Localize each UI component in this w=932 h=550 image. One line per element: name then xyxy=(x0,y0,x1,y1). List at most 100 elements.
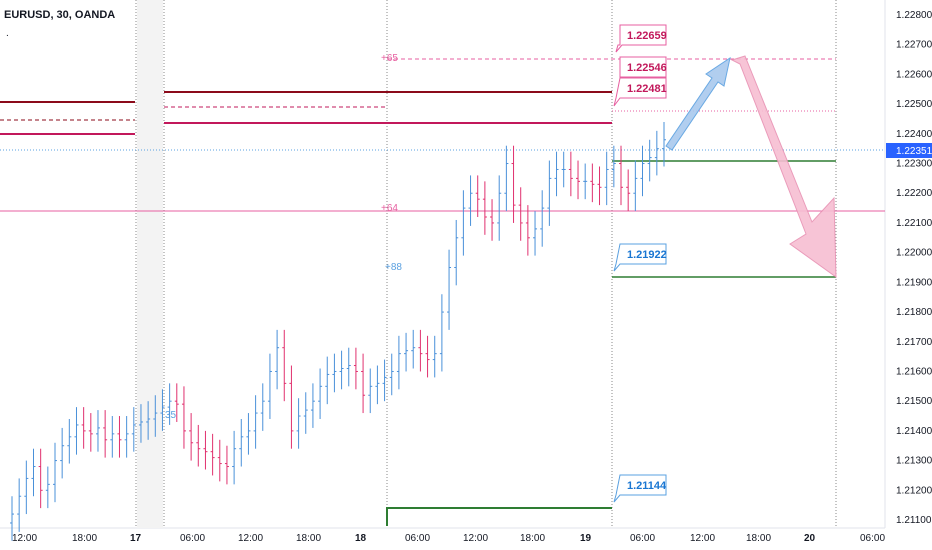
ohlc-bar xyxy=(454,219,459,286)
ohlc-bar xyxy=(425,335,430,378)
ohlc-bar xyxy=(153,395,158,437)
ohlc-bar xyxy=(282,329,287,402)
x-tick-label: 12:00 xyxy=(463,533,488,544)
x-tick-label: 06:00 xyxy=(405,533,430,544)
ohlc-bar xyxy=(196,424,201,467)
ohlc-bar xyxy=(210,433,215,476)
ohlc-bar xyxy=(346,347,351,387)
ohlc-bar xyxy=(633,160,638,212)
x-tick-label: 06:00 xyxy=(180,533,205,544)
x-tick-label: 18:00 xyxy=(72,533,97,544)
callout-1-22481: 1.22481 xyxy=(613,77,667,107)
ohlc-bar xyxy=(95,410,100,452)
y-tick-label: 1.22400 xyxy=(896,129,932,140)
ohlc-bar xyxy=(468,175,473,226)
ohlc-bar xyxy=(17,478,22,532)
ohlc-bar xyxy=(583,163,588,200)
pip-label-65: +65 xyxy=(381,53,398,64)
y-tick-label: 1.22100 xyxy=(896,218,932,229)
ohlc-bar xyxy=(52,442,57,503)
pip-label-64: +64 xyxy=(381,203,398,214)
svg-text:1.21144: 1.21144 xyxy=(627,480,667,492)
ohlc-bar xyxy=(131,407,136,452)
ohlc-bar xyxy=(353,347,358,390)
y-tick-label: 1.21700 xyxy=(896,337,932,348)
y-tick-label: 1.21600 xyxy=(896,366,932,377)
ohlc-bar xyxy=(232,430,237,485)
x-tick-label: 18:00 xyxy=(520,533,545,544)
ohlc-bar xyxy=(45,466,50,509)
ohlc-bar xyxy=(482,181,487,235)
ohlc-bar xyxy=(160,389,165,431)
ohlc-bar xyxy=(640,145,645,197)
projection-arrows[interactable] xyxy=(665,55,837,278)
pip-labels: +65 +64 +88 35 xyxy=(165,53,402,421)
ohlc-bar xyxy=(289,365,294,449)
ohlc-bar xyxy=(554,151,559,197)
price-callouts: 1.22659 1.22546 1.22481 1.21922 1.21144 xyxy=(613,24,667,503)
ohlc-bar xyxy=(561,151,566,188)
ohlc-bar xyxy=(203,430,208,470)
ohlc-bar xyxy=(217,439,222,482)
ohlc-bar xyxy=(611,145,616,188)
ohlc-bar xyxy=(10,496,14,541)
time-axis[interactable]: 12:00 18:00 17 06:00 12:00 18:00 18 06:00 12:00 1… xyxy=(12,533,885,544)
ohlc-bar xyxy=(38,448,43,509)
price-axis[interactable]: 1.22800 1.22700 1.22600 1.22500 1.22400 1.223… xyxy=(896,10,932,526)
ohlc-bar xyxy=(74,407,79,455)
svg-text:1.21922: 1.21922 xyxy=(627,249,667,261)
ohlc-bar xyxy=(475,175,480,217)
ohlc-bar xyxy=(60,427,65,479)
ohlc-bar xyxy=(511,145,516,223)
ohlc-bar xyxy=(31,448,36,497)
ohlc-bar xyxy=(396,335,401,390)
ohlc-bar xyxy=(654,130,659,176)
weekend-gap-shade xyxy=(137,0,163,528)
ohlc-bar xyxy=(246,413,251,455)
y-tick-label: 1.21300 xyxy=(896,456,932,467)
x-tick-label: 12:00 xyxy=(238,533,263,544)
indicator-dot: . xyxy=(6,28,9,39)
x-tick-label: 06:00 xyxy=(860,533,885,544)
ohlc-bar xyxy=(88,413,93,452)
ohlc-bar xyxy=(604,151,609,206)
y-tick-label: 1.21900 xyxy=(896,277,932,288)
ohlc-bar xyxy=(597,166,602,206)
levels xyxy=(0,58,885,526)
ohlc-bar xyxy=(626,169,631,212)
x-tick-label: 12:00 xyxy=(12,533,37,544)
callout-1-22659: 1.22659 xyxy=(615,24,667,53)
x-tick-label: 19 xyxy=(580,533,592,544)
down-arrow xyxy=(730,55,837,278)
ohlc-bar xyxy=(497,175,502,241)
ohlc-bar xyxy=(375,365,380,405)
x-tick-label: 18:00 xyxy=(296,533,321,544)
y-tick-label: 1.21100 xyxy=(896,515,932,526)
callout-1-21144: 1.21144 xyxy=(613,474,667,503)
ohlc-bar xyxy=(432,335,437,378)
ohlc-bar xyxy=(647,139,652,182)
pip-label-35: 35 xyxy=(165,410,177,421)
ohlc-bar xyxy=(504,145,509,212)
ohlc-bar xyxy=(24,460,29,515)
ohlc-bar xyxy=(662,121,666,167)
ohlc-bar xyxy=(239,419,244,467)
ohlc-bar xyxy=(138,404,143,443)
ohlc-bar xyxy=(124,416,129,458)
callout-1-22546: 1.22546 xyxy=(619,56,667,78)
ohlc-bar xyxy=(332,353,337,393)
x-tick-label: 12:00 xyxy=(690,533,715,544)
ohlc-bar xyxy=(146,401,151,440)
x-tick-label: 20 xyxy=(804,533,816,544)
y-tick-label: 1.21200 xyxy=(896,485,932,496)
ohlc-bar xyxy=(67,419,72,464)
y-tick-label: 1.21400 xyxy=(896,426,932,437)
ohlc-bar xyxy=(103,410,108,458)
ohlc-bar xyxy=(174,383,179,422)
svg-text:1.22546: 1.22546 xyxy=(627,62,667,74)
ohlc-bar xyxy=(461,190,466,256)
ohlc-bar xyxy=(439,294,444,372)
ohlc-bar xyxy=(418,329,423,372)
callout-1-21922: 1.21922 xyxy=(613,243,667,272)
